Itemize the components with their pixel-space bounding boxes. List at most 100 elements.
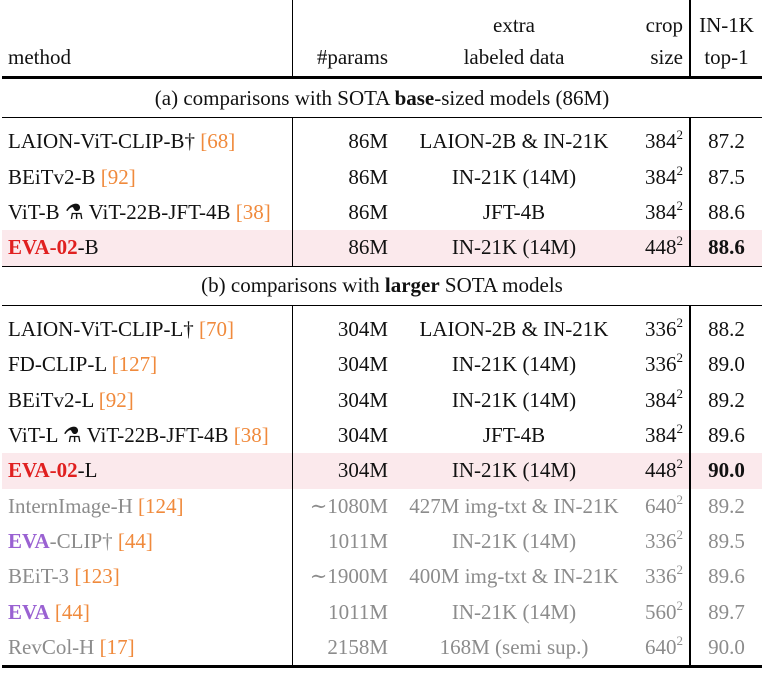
params-cell: 304M [291, 382, 392, 418]
params-cell: 86M [291, 117, 392, 160]
crop-size-value: 336 [645, 529, 677, 554]
top1-accuracy-cell: 88.6 [689, 230, 762, 267]
table-row: EVA-02-L 304M IN-21K (14M) 4482 90.0 [2, 453, 762, 489]
crop-size-exponent-sup: 2 [676, 127, 684, 143]
crop-size-value: 384 [645, 199, 677, 224]
crop-size-value: 448 [645, 458, 677, 483]
citation-link: [123] [74, 564, 120, 589]
table-row: BEiTv2-B [92] 86M IN-21K (14M) 3842 87.5 [2, 159, 762, 195]
top1-accuracy-cell: 88.6 [689, 194, 762, 231]
citation-link: [44] [117, 529, 153, 554]
section-title-prefix: (b) comparisons with [201, 273, 385, 298]
top1-accuracy-cell: 89.6 [689, 559, 762, 595]
header-top1: top-1 [689, 38, 762, 78]
citation-link: [44] [54, 599, 90, 624]
header-params: #params [291, 38, 392, 78]
section-b-title: (b) comparisons with larger SOTA models [2, 266, 762, 305]
method-cell: BEiTv2-B [92] [2, 159, 292, 194]
crop-size-value: 448 [645, 235, 677, 260]
crop-size-value: 336 [645, 564, 677, 589]
crop-size-cell: 5602 [636, 595, 690, 630]
crop-size-exponent-sup: 2 [676, 314, 684, 330]
header-row-1: extra crop IN-1K [2, 0, 762, 38]
method-name: BEiTv2-L [8, 387, 94, 412]
table-row: EVA-02-B 86M IN-21K (14M) 4482 88.6 [2, 230, 762, 267]
crop-size-cell: 3362 [636, 524, 690, 559]
crop-size-cell: 6402 [636, 630, 690, 667]
crop-size-value: 384 [645, 422, 677, 447]
crop-size-exponent-sup: 2 [676, 420, 684, 436]
params-cell: 304M [291, 305, 392, 347]
top1-accuracy-cell: 89.7 [689, 594, 762, 631]
crop-size-value: 384 [645, 129, 677, 154]
crop-size-value: 640 [645, 635, 677, 660]
header-top1-1: IN-1K [689, 0, 762, 38]
method-name-highlight: EVA-02 [8, 458, 78, 483]
table-row: ViT-L ⚗ ViT-22B-JFT-4B [38] 304M JFT-4B 384… [2, 417, 762, 454]
method-name: RevCol-H [8, 635, 95, 660]
method-name: ViT-B ⚗ ViT-22B-JFT-4B [8, 199, 231, 224]
citation-link: [38] [233, 422, 269, 447]
table-row: InternImage-H [124] ∼1080M 427M img-txt & … [2, 488, 762, 524]
table-row: BEiT-3 [123] ∼1900M 400M img-txt & IN-21K 3… [2, 559, 762, 595]
table-row: BEiTv2-L [92] 304M IN-21K (14M) 3842 89.2 [2, 382, 762, 418]
labeled-data-cell: LAION-2B & IN-21K [419, 129, 609, 154]
crop-size-cell: 3842 [636, 195, 690, 230]
method-name: FD-CLIP-L [8, 352, 107, 377]
citation-link: [38] [235, 199, 271, 224]
method-cell: EVA-02-B [2, 230, 292, 267]
method-cell: EVA-02-L [2, 453, 292, 489]
table-row: LAION-ViT-CLIP-L† [70] 304M LAION-2B & IN-… [2, 305, 762, 347]
method-cell: EVA [44] [2, 595, 292, 630]
labeled-data-cell: IN-21K (14M) [392, 230, 636, 267]
table-row: FD-CLIP-L [127] 304M IN-21K (14M) 3362 89.0 [2, 346, 762, 383]
method-cell: ViT-L ⚗ ViT-22B-JFT-4B [38] [2, 418, 292, 453]
top1-accuracy-cell: 90.0 [689, 453, 762, 489]
section-title-suffix: SOTA models [439, 273, 563, 298]
section-title-bold: larger [384, 273, 440, 298]
crop-size-cell: 3362 [636, 559, 690, 594]
top1-accuracy-cell: 89.5 [689, 523, 762, 560]
crop-size-cell: 4482 [636, 230, 690, 267]
labeled-data-cell: IN-21K (14M) [451, 599, 577, 624]
crop-size-cell: 3362 [636, 347, 690, 382]
method-name-suffix: -L [77, 458, 98, 483]
labeled-data-cell: 427M img-txt & IN-21K [409, 493, 619, 518]
citation-link: [68] [200, 129, 236, 154]
labeled-data-cell: IN-21K (14M) [451, 352, 577, 377]
table-row: EVA-CLIP† [44] 1011M IN-21K (14M) 3362 89.5 [2, 523, 762, 560]
method-cell: LAION-ViT-CLIP-L† [70] [2, 305, 292, 347]
crop-size-value: 560 [645, 599, 677, 624]
top1-accuracy-cell: 89.6 [689, 417, 762, 454]
params-cell: 86M [291, 194, 392, 231]
table-row: LAION-ViT-CLIP-B† [68] 86M LAION-2B & IN-2… [2, 117, 762, 160]
method-name: LAION-ViT-CLIP-B† [8, 129, 195, 154]
top1-accuracy-cell: 89.2 [689, 488, 762, 524]
crop-size-exponent-sup: 2 [676, 562, 684, 578]
crop-size-exponent-sup: 2 [676, 162, 684, 178]
crop-size-value: 336 [645, 352, 677, 377]
crop-size-value: 336 [645, 316, 677, 341]
labeled-data-cell: JFT-4B [482, 199, 546, 224]
params-cell: ∼1900M [291, 559, 392, 595]
params-cell: 1011M [291, 523, 392, 560]
citation-link: [92] [100, 164, 136, 189]
method-cell: LAION-ViT-CLIP-B† [68] [2, 118, 292, 160]
labeled-data-cell: 400M img-txt & IN-21K [409, 564, 619, 589]
crop-size-exponent-sup: 2 [676, 385, 684, 401]
top1-accuracy-cell: 88.2 [689, 305, 762, 347]
method-name: ViT-L ⚗ ViT-22B-JFT-4B [8, 422, 229, 447]
citation-link: [127] [111, 352, 158, 377]
params-cell: 1011M [291, 594, 392, 631]
method-name-suffix: -CLIP† [49, 529, 113, 554]
params-cell: 86M [291, 230, 392, 267]
top1-accuracy-cell: 90.0 [689, 630, 762, 667]
method-name-highlight: EVA-02 [8, 235, 78, 260]
section-title-suffix: -sized models (86M) [434, 85, 610, 110]
crop-size-value: 384 [645, 164, 677, 189]
citation-link: [124] [138, 493, 184, 518]
crop-size-exponent-sup: 2 [676, 633, 684, 649]
table-row: ViT-B ⚗ ViT-22B-JFT-4B [38] 86M JFT-4B 3842… [2, 194, 762, 231]
crop-size-cell: 6402 [636, 489, 690, 524]
top1-accuracy-cell: 89.0 [689, 346, 762, 383]
